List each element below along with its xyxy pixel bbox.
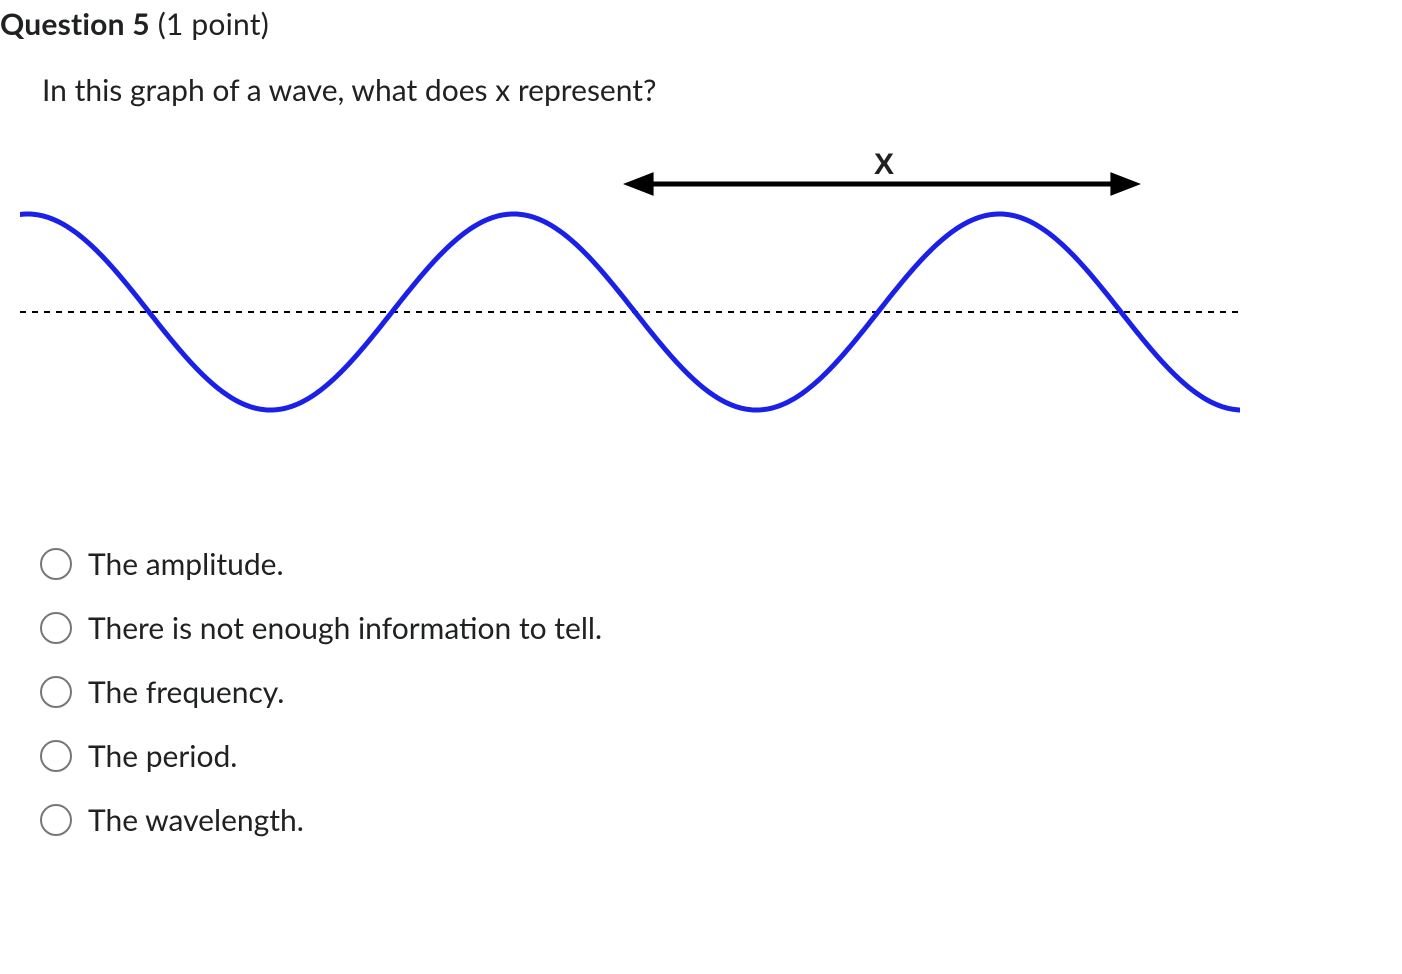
answer-options: The amplitude. There is not enough infor…: [0, 482, 1402, 852]
question-prompt: In this graph of a wave, what does x rep…: [0, 52, 1402, 132]
option-label: The frequency.: [88, 674, 284, 710]
wave-figure: X: [20, 142, 1240, 482]
option-label: The period.: [88, 738, 237, 774]
option-row[interactable]: The amplitude.: [40, 532, 1402, 596]
radio-icon[interactable]: [40, 740, 72, 772]
radio-icon[interactable]: [40, 804, 72, 836]
question-number: Question 5: [0, 6, 150, 42]
x-arrow-head-right: [1110, 172, 1141, 196]
option-row[interactable]: There is not enough information to tell.: [40, 596, 1402, 660]
x-label: X: [874, 148, 894, 182]
option-label: The wavelength.: [88, 802, 304, 838]
option-row[interactable]: The frequency.: [40, 660, 1402, 724]
question-header: Question 5 (1 point): [0, 0, 1402, 52]
wave-svg: [20, 142, 1240, 482]
option-label: There is not enough information to tell.: [88, 610, 602, 646]
option-label: The amplitude.: [88, 546, 284, 582]
radio-icon[interactable]: [40, 676, 72, 708]
option-row[interactable]: The wavelength.: [40, 788, 1402, 852]
question-points: (1 point): [158, 6, 269, 42]
option-row[interactable]: The period.: [40, 724, 1402, 788]
radio-icon[interactable]: [40, 612, 72, 644]
radio-icon[interactable]: [40, 548, 72, 580]
